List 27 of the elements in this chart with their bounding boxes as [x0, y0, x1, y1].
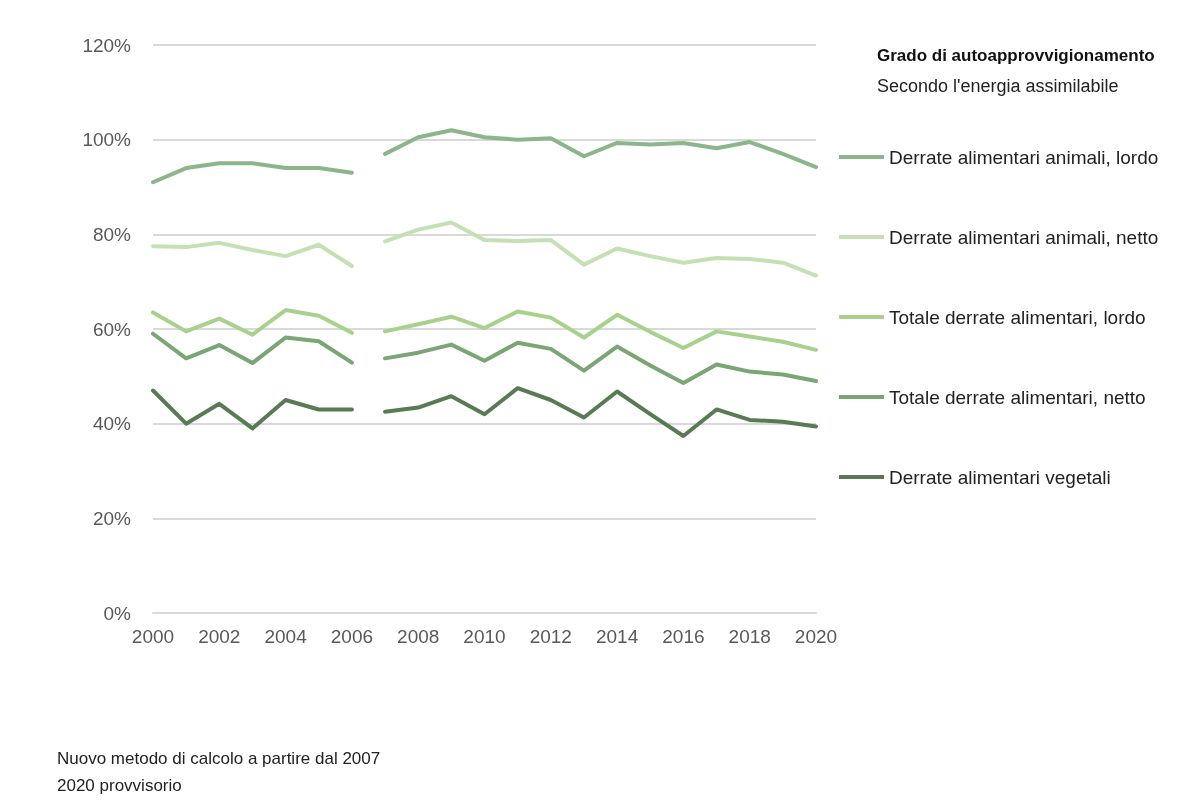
legend-label: Totale derrate alimentari, netto	[889, 386, 1146, 408]
x-tick-label: 2016	[662, 626, 705, 647]
text: Nuovo metodo di calcolo a partire dal 2007	[57, 749, 381, 768]
x-tick-label: 2004	[264, 626, 308, 647]
y-tick-label: 60%	[92, 318, 132, 340]
text: Grado di autoapprovvigionamento	[877, 46, 1155, 65]
x-tick-label: 2012	[529, 626, 572, 647]
x-tick-label: 2000	[131, 626, 175, 647]
x-tick-label: 2002	[198, 626, 241, 647]
legend-label: Totale derrate alimentari, lordo	[889, 306, 1146, 328]
x-tick-label: 2014	[595, 626, 639, 647]
y-tick-label: 0%	[103, 602, 132, 624]
y-tick-label: 40%	[92, 413, 132, 435]
x-tick-label: 2008	[397, 626, 440, 647]
text: Secondo l'energia assimilabile	[877, 76, 1119, 96]
y-tick-label: 120%	[82, 34, 132, 56]
legend-label: Derrate alimentari animali, lordo	[889, 146, 1159, 168]
x-tick-label: 2006	[330, 626, 374, 647]
x-tick-label: 2020	[794, 626, 838, 647]
y-tick-label: 20%	[92, 507, 132, 529]
x-tick-label: 2018	[728, 626, 771, 647]
legend-label: Derrate alimentari animali, netto	[889, 226, 1159, 248]
text: 2020 provvisorio	[57, 776, 182, 795]
legend-label: Derrate alimentari vegetali	[889, 466, 1111, 488]
y-tick-label: 80%	[92, 223, 132, 245]
y-tick-label: 100%	[82, 129, 132, 151]
x-tick-label: 2010	[463, 626, 506, 647]
